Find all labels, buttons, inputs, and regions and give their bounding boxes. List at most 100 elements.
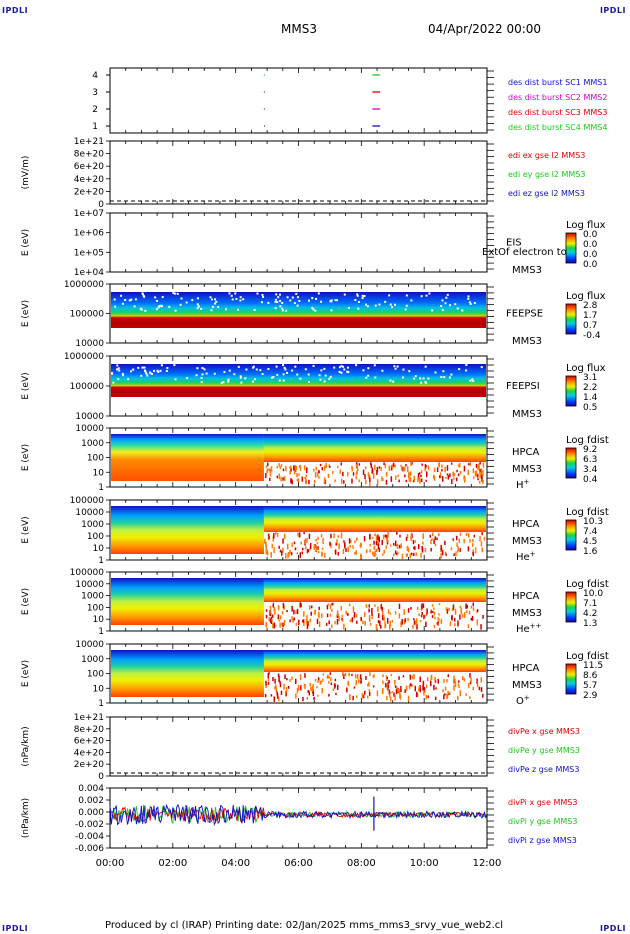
- colorbar-tick-label: 7.1: [583, 599, 597, 609]
- noise-pixel: [139, 307, 142, 310]
- noise-pixel: [326, 604, 329, 610]
- noise-pixel: [474, 471, 477, 477]
- noise-pixel: [352, 472, 355, 476]
- spectrogram-band: [263, 650, 486, 672]
- noise-pixel: [367, 367, 370, 370]
- noise-pixel: [277, 673, 280, 678]
- noise-pixel: [362, 469, 365, 475]
- noise-pixel: [161, 296, 164, 299]
- noise-pixel: [286, 296, 289, 299]
- noise-pixel: [309, 605, 311, 610]
- noise-pixel: [262, 296, 265, 299]
- noise-pixel: [368, 681, 370, 687]
- noise-pixel: [350, 539, 352, 543]
- noise-pixel: [121, 372, 124, 375]
- noise-pixel: [369, 534, 371, 540]
- noise-pixel: [279, 466, 282, 469]
- noise-pixel: [321, 467, 324, 471]
- noise-pixel: [321, 547, 324, 550]
- noise-pixel: [375, 624, 378, 630]
- noise-pixel: [316, 541, 319, 545]
- noise-pixel: [293, 469, 296, 475]
- noise-pixel: [397, 688, 400, 692]
- noise-pixel: [337, 535, 340, 538]
- colorbar-tick-label: 0.0: [583, 230, 598, 240]
- spacecraft-label: MMS3: [512, 536, 542, 547]
- noise-pixel: [130, 370, 133, 373]
- noise-pixel: [433, 624, 436, 629]
- noise-pixel: [283, 533, 286, 539]
- noise-pixel: [340, 478, 343, 484]
- y-axis-label: (nPa/km): [21, 798, 31, 838]
- noise-pixel: [349, 544, 352, 548]
- noise-pixel: [425, 621, 427, 628]
- colorbar-title: Log flux: [566, 291, 606, 302]
- noise-pixel: [400, 466, 403, 471]
- y-tick-label: 2: [92, 105, 98, 115]
- noise-pixel: [384, 534, 387, 538]
- noise-pixel: [472, 551, 474, 556]
- noise-pixel: [291, 479, 293, 485]
- noise-pixel: [475, 463, 478, 468]
- noise-pixel: [275, 532, 277, 535]
- noise-pixel: [280, 464, 283, 467]
- noise-pixel: [346, 370, 349, 373]
- noise-pixel: [197, 305, 200, 308]
- noise-pixel: [275, 686, 277, 693]
- noise-pixel: [301, 476, 304, 482]
- noise-pixel: [278, 619, 280, 622]
- noise-pixel: [374, 604, 376, 607]
- noise-pixel: [290, 552, 293, 556]
- noise-pixel: [276, 691, 278, 696]
- noise-pixel: [472, 602, 475, 607]
- noise-pixel: [157, 371, 160, 374]
- noise-pixel: [386, 537, 388, 544]
- noise-pixel: [273, 622, 276, 629]
- noise-pixel: [376, 537, 378, 540]
- noise-pixel: [425, 613, 428, 617]
- noise-pixel: [287, 553, 289, 559]
- noise-pixel: [298, 473, 300, 476]
- noise-pixel: [393, 365, 396, 368]
- noise-pixel: [422, 680, 425, 687]
- noise-pixel: [274, 678, 276, 684]
- noise-pixel: [329, 672, 332, 675]
- spectrogram-band: [263, 506, 486, 532]
- noise-pixel: [213, 372, 216, 375]
- noise-pixel: [434, 696, 437, 701]
- noise-pixel: [318, 621, 321, 628]
- noise-pixel: [347, 371, 350, 374]
- noise-pixel: [443, 679, 445, 683]
- noise-pixel: [479, 470, 482, 473]
- noise-pixel: [343, 480, 345, 484]
- noise-pixel: [302, 619, 304, 623]
- noise-pixel: [282, 379, 285, 382]
- noise-pixel: [464, 478, 466, 483]
- noise-pixel: [341, 617, 343, 621]
- noise-pixel: [321, 551, 323, 557]
- noise-pixel: [367, 472, 370, 477]
- noise-pixel: [333, 366, 336, 369]
- noise-pixel: [430, 547, 432, 552]
- species-label: He++: [516, 622, 542, 635]
- noise-pixel: [463, 615, 466, 618]
- noise-pixel: [397, 551, 399, 555]
- noise-pixel: [330, 300, 333, 303]
- noise-pixel: [482, 693, 484, 698]
- noise-pixel: [482, 614, 484, 619]
- noise-pixel: [381, 539, 384, 546]
- noise-pixel: [400, 543, 402, 549]
- noise-pixel: [160, 364, 163, 367]
- noise-pixel: [268, 468, 270, 472]
- noise-pixel: [454, 623, 456, 627]
- noise-pixel: [304, 368, 307, 371]
- noise-pixel: [276, 373, 279, 376]
- noise-pixel: [390, 674, 392, 677]
- summary-plot: 1 2 3 4 des dist burst SC1 MMS1 des dist burs…: [21, 67, 609, 869]
- noise-pixel: [385, 675, 388, 678]
- colorbar-tick-label: 11.5: [583, 661, 603, 671]
- noise-pixel: [141, 366, 144, 369]
- noise-pixel: [451, 478, 453, 485]
- noise-pixel: [480, 541, 483, 547]
- y-tick-label: 0.004: [78, 784, 104, 794]
